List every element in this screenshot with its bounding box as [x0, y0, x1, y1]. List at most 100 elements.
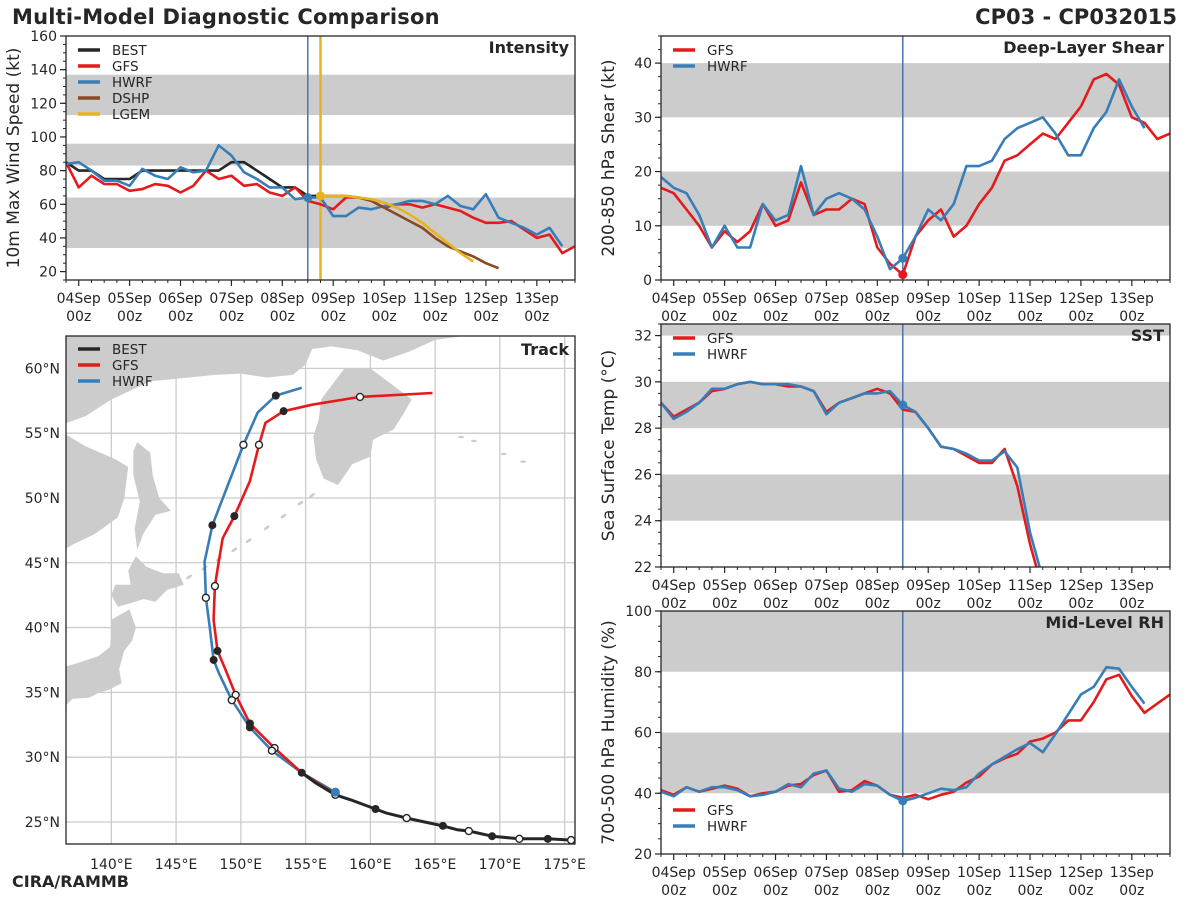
x-tick-label-date: 11Sep: [1008, 578, 1052, 594]
x-tick-label-hour: 00z: [1017, 596, 1042, 612]
y-tick-label: 32: [634, 329, 652, 345]
track-fix-open: [239, 440, 248, 450]
x-tick-label-date: 06Sep: [753, 865, 797, 881]
x-tick-label-date: 04Sep: [57, 291, 101, 307]
land-kuril-island: [186, 574, 193, 580]
storm-id-label: CP03 - CP032015: [975, 5, 1177, 29]
land-kuril-island: [297, 500, 304, 506]
x-tick-label-hour: 00z: [712, 596, 737, 612]
track-fix-open: [355, 392, 365, 402]
rh-chart: 20 40 60 80 100 04Sep 00z 05Sep 00z 06Sep 00z 07Sep…: [599, 604, 1171, 899]
legend-label-hwrf: HWRF: [707, 347, 748, 363]
lon-tick-label: 140°E: [90, 857, 133, 873]
land-sakhalin: [133, 442, 171, 550]
legend-label-hwrf: HWRF: [707, 819, 748, 835]
y-tick-label: 22: [634, 560, 652, 576]
legend-label-gfs: GFS: [112, 358, 139, 374]
track-fix-filled: [213, 646, 222, 655]
x-tick-label-date: 08Sep: [855, 291, 899, 307]
plot-area: [661, 36, 1170, 280]
plot-area: [661, 611, 1170, 854]
init-marker-hwrf: [898, 796, 908, 806]
legend-label-best: BEST: [112, 43, 147, 59]
legend-label-gfs: GFS: [112, 59, 139, 75]
y-tick-label: 80: [634, 665, 652, 681]
track-chart: 25°N 30°N 35°N 40°N 45°N 50°N 55°N 60°N 140°E 145…: [25, 335, 586, 873]
y-tick-label: 60: [39, 197, 57, 213]
series-line-hwrf: [66, 144, 564, 248]
x-tick-label-hour: 00z: [712, 883, 737, 899]
track-fix-filled: [279, 407, 288, 416]
track-fix-filled: [543, 834, 552, 843]
land-mainland-asia: [66, 434, 129, 549]
x-tick-label-date: 04Sep: [652, 578, 696, 594]
shaded-band: [661, 611, 1170, 672]
x-tick-label-hour: 00z: [967, 596, 992, 612]
panel-title: Intensity: [489, 38, 570, 57]
track-fix-open: [402, 813, 411, 823]
x-tick-label-date: 08Sep: [260, 291, 304, 307]
land-aleutian-island: [470, 439, 477, 443]
x-tick-label-date: 09Sep: [906, 291, 950, 307]
track-fix-filled: [245, 723, 254, 732]
x-tick-label-date: 11Sep: [413, 291, 457, 307]
x-tick-label-hour: 00z: [916, 309, 941, 325]
x-tick-label-date: 06Sep: [158, 291, 202, 307]
lon-tick-label: 145°E: [155, 857, 198, 873]
x-tick-label-hour: 00z: [967, 309, 992, 325]
y-tick-label: 100: [625, 604, 652, 620]
x-tick-label-hour: 00z: [814, 596, 839, 612]
shaded-band: [661, 474, 1170, 521]
x-tick-label-hour: 00z: [1119, 309, 1144, 325]
shaded-band: [661, 381, 1170, 429]
intensity-chart: 20 40 60 80 100 120 140 160 04Sep 00z 05Sep 00z 06Se…: [4, 29, 576, 325]
lon-tick-label: 160°E: [349, 857, 392, 873]
shaded-band: [661, 732, 1170, 794]
y-tick-label: 140: [30, 63, 57, 79]
series-line-best: [66, 160, 346, 198]
panel-title: Track: [521, 340, 569, 359]
x-tick-label-hour: 00z: [66, 309, 91, 325]
legend-label-hwrf: HWRF: [112, 374, 153, 390]
lat-tick-label: 60°N: [25, 361, 60, 377]
lon-tick-label: 155°E: [284, 857, 327, 873]
x-tick-label-hour: 00z: [270, 309, 295, 325]
lat-tick-label: 35°N: [25, 685, 60, 701]
x-tick-label-hour: 00z: [814, 309, 839, 325]
y-tick-label: 40: [634, 786, 652, 802]
figure-title: Multi-Model Diagnostic Comparison: [12, 5, 440, 29]
y-tick-label: 20: [634, 165, 652, 181]
x-tick-label-date: 09Sep: [906, 578, 950, 594]
shaded-band: [661, 324, 1170, 336]
land-kuril-island: [245, 538, 252, 544]
y-tick-label: 100: [30, 130, 57, 146]
land-kuril-island: [280, 513, 287, 519]
init-marker-hwrf: [303, 193, 313, 203]
track-fix-filled: [230, 512, 239, 521]
land-kuril-island: [309, 493, 316, 498]
x-tick-label-hour: 00z: [1068, 596, 1093, 612]
x-tick-label-date: 11Sep: [1008, 865, 1052, 881]
track-fix-filled: [209, 655, 218, 664]
y-tick-label: 40: [39, 231, 57, 247]
land-aleutian-island: [520, 460, 527, 463]
x-tick-label-date: 07Sep: [804, 578, 848, 594]
track-fix-filled: [271, 391, 280, 400]
x-tick-label-hour: 00z: [814, 883, 839, 899]
lon-tick-label: 150°E: [220, 857, 263, 873]
x-tick-label-date: 09Sep: [311, 291, 355, 307]
legend-label-dshp: DSHP: [112, 91, 149, 107]
x-tick-label-hour: 00z: [1068, 309, 1093, 325]
x-tick-label-date: 04Sep: [652, 291, 696, 307]
x-tick-label-hour: 00z: [117, 309, 142, 325]
init-marker-hwrf: [898, 253, 908, 263]
y-tick-label: 160: [30, 29, 57, 45]
track-fix-open: [227, 695, 236, 705]
x-tick-label-date: 05Sep: [108, 291, 152, 307]
legend-label-gfs: GFS: [707, 331, 734, 347]
y-axis-label: 700-500 hPa Humidity (%): [599, 620, 619, 844]
plot-area: [661, 324, 1170, 567]
init-marker-gfs: [898, 270, 908, 280]
x-tick-label-date: 12Sep: [1059, 578, 1103, 594]
